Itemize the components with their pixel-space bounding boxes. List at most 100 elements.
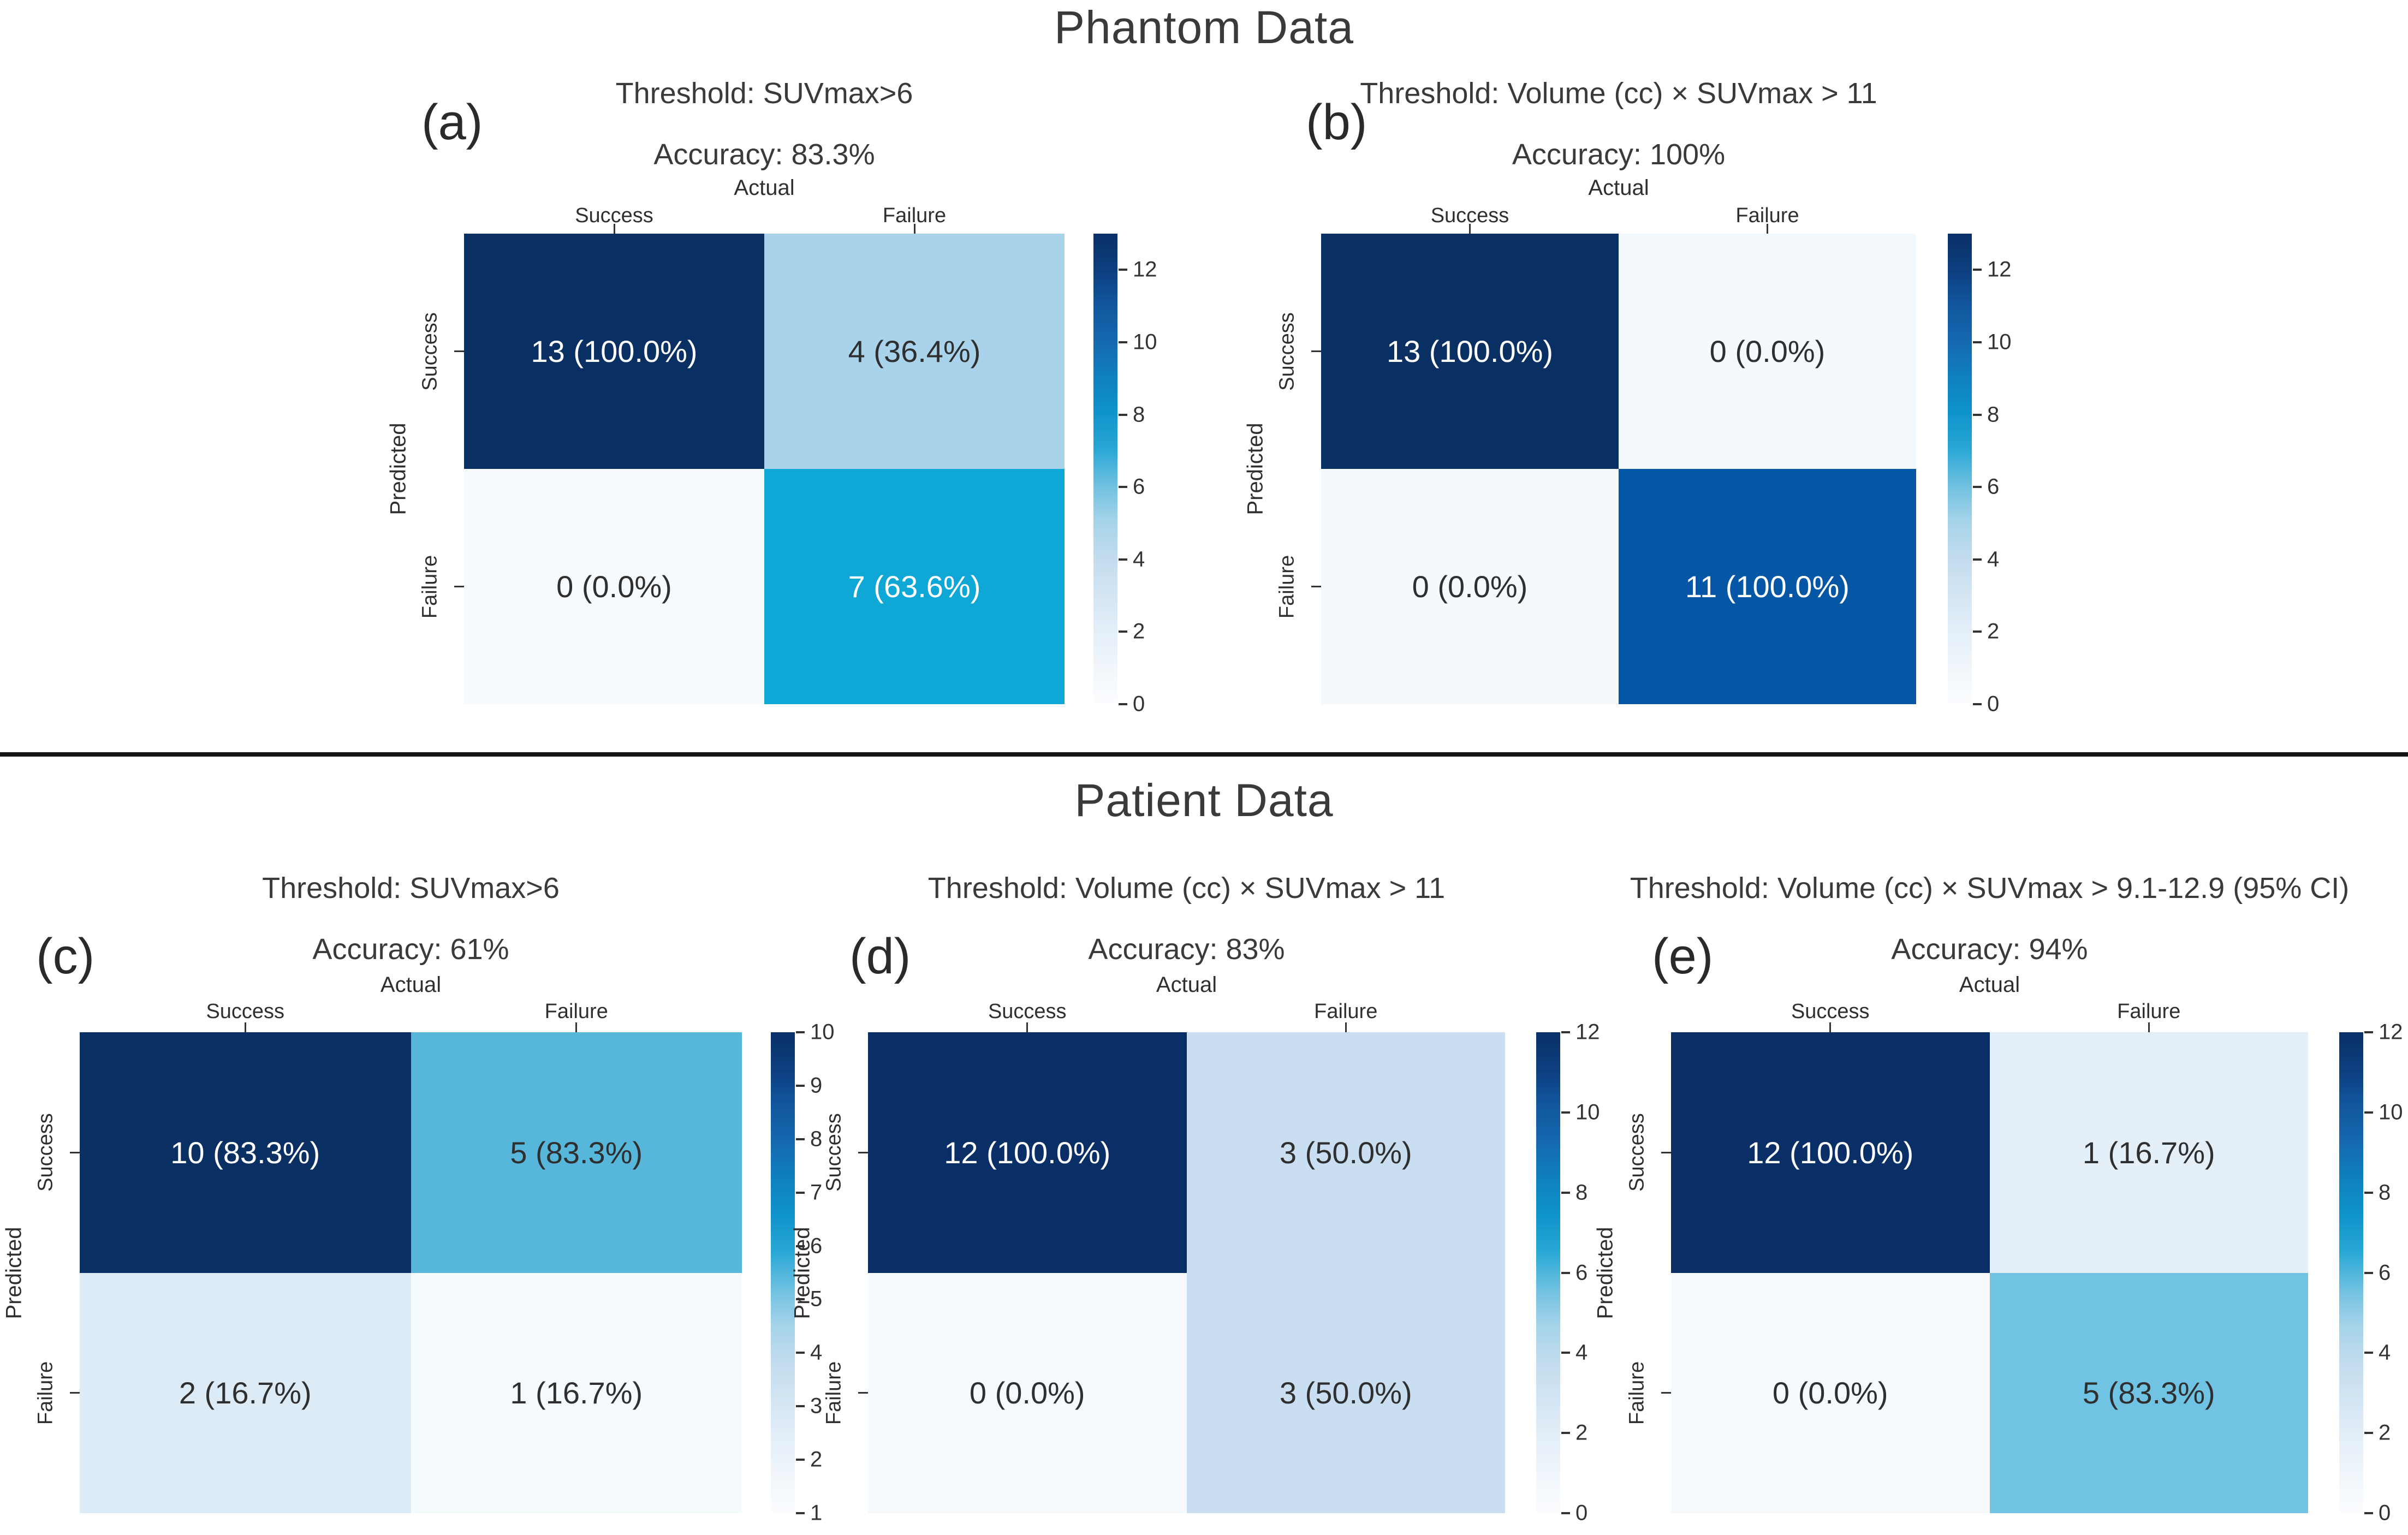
panel-c-colorbar-tick (796, 1459, 805, 1461)
panel-a-colorbar-tick-label: 0 (1133, 692, 1145, 716)
panel-c-confusion-matrix: 10 (83.3%) 5 (83.3%) 2 (16.7%) 1 (16.7%) (80, 1032, 742, 1513)
panel-c-colorbar-tick (796, 1031, 805, 1033)
panel-d-row-tick (858, 1151, 868, 1153)
panel-b-cell-r1c1: 11 (100.0%) (1619, 469, 1916, 704)
panel-e-col-label-failure: Failure (2117, 1000, 2181, 1023)
panel-c-colorbar-tick-label: 7 (810, 1180, 823, 1205)
panel-b-y-axis-label: Predicted (1243, 423, 1268, 515)
panel-a-accuracy: Accuracy: 83.3% (653, 138, 875, 171)
panel-e-colorbar-tick (2364, 1111, 2373, 1114)
panel-c-cell-r0c0: 10 (83.3%) (80, 1032, 411, 1273)
panel-a-confusion-matrix: 13 (100.0%) 4 (36.4%) 0 (0.0%) 7 (63.6%) (464, 234, 1065, 704)
panel-b-colorbar-tick-label: 10 (1987, 330, 2012, 354)
panel-d-threshold-title: Threshold: Volume (cc) × SUVmax > 11 (927, 872, 1446, 905)
panel-a-col-tick (913, 224, 915, 234)
panel-a-y-axis-label: Predicted (386, 423, 411, 515)
panel-a-cell-r1c1: 7 (63.6%) (764, 469, 1065, 704)
panel-c-colorbar-tick (796, 1138, 805, 1140)
panel-e-colorbar-tick-label: 6 (2379, 1260, 2391, 1284)
panel-d-row-label-success: Success (822, 1113, 846, 1192)
panel-a-colorbar-tick (1119, 703, 1127, 705)
panel-c-cell-value-r1c1: 1 (16.7%) (510, 1376, 643, 1411)
panel-a-col-tick (613, 224, 615, 234)
panel-b-colorbar-tick-label: 2 (1987, 619, 2000, 644)
panel-e-colorbar-tick (2364, 1432, 2373, 1435)
panel-c-row-label-failure: Failure (34, 1361, 57, 1425)
panel-e-colorbar-tick (2364, 1031, 2373, 1033)
panel-e-row-label-failure: Failure (1625, 1361, 1649, 1425)
panel-c-colorbar-tick-label: 4 (810, 1340, 823, 1365)
panel-a-cell-value-r1c0: 0 (0.0%) (556, 569, 672, 604)
panel-d-colorbar-tick-label: 2 (1575, 1420, 1588, 1445)
panel-a-colorbar-tick (1119, 630, 1127, 633)
panel-d-colorbar (1536, 1032, 1560, 1513)
panel-a-cell-value-r0c1: 4 (36.4%) (848, 334, 981, 368)
panel-c-colorbar-tick-label: 1 (810, 1501, 823, 1525)
panel-b-row-tick (1311, 586, 1321, 587)
panel-c-accuracy: Accuracy: 61% (312, 933, 509, 966)
panel-a-colorbar-tick (1119, 486, 1127, 489)
panel-c-colorbar-tick-label: 10 (810, 1020, 835, 1044)
panel-e-row-label-success: Success (1625, 1113, 1649, 1192)
panel-a-colorbar (1093, 234, 1117, 704)
panel-b-col-label-success: Success (1430, 204, 1509, 227)
panel-e-cell-value-r0c1: 1 (16.7%) (2082, 1135, 2215, 1170)
panel-d-colorbar-tick (1561, 1031, 1570, 1033)
panel-b-cell-value-r0c1: 0 (0.0%) (1709, 334, 1826, 368)
panel-c-colorbar-tick (796, 1405, 805, 1408)
panel-b-colorbar (1948, 234, 1972, 704)
panel-a-cell-r1c0: 0 (0.0%) (464, 469, 764, 704)
panel-d-colorbar-tick-label: 8 (1575, 1180, 1588, 1205)
panel-d-label: (d) (849, 929, 911, 984)
panel-d-cell-value-r1c0: 0 (0.0%) (969, 1376, 1085, 1411)
panel-c-col-tick (244, 1022, 246, 1032)
panel-a-row-label-failure: Failure (418, 555, 442, 618)
panel-d-accuracy: Accuracy: 83% (1088, 933, 1285, 966)
panel-c-cell-value-r0c0: 10 (83.3%) (170, 1135, 320, 1170)
panel-d-colorbar-tick (1561, 1191, 1570, 1194)
panel-b-colorbar-tick (1973, 558, 1982, 561)
panel-c-col-tick (575, 1022, 578, 1032)
panel-d-colorbar-tick-label: 4 (1575, 1340, 1588, 1365)
panel-e-threshold-title: Threshold: Volume (cc) × SUVmax > 9.1-12… (1630, 872, 2350, 905)
panel-a-threshold-title: Threshold: SUVmax>6 (615, 77, 913, 110)
panel-a-label: (a) (421, 94, 483, 150)
panel-e-cell-r1c1: 5 (83.3%) (1989, 1272, 2308, 1513)
panel-e-colorbar-tick-label: 12 (2379, 1020, 2403, 1044)
panel-b-accuracy: Accuracy: 100% (1512, 138, 1726, 171)
panel-e-x-axis-label: Actual (1959, 973, 2020, 997)
panel-e-y-axis-label: Predicted (1593, 1227, 1618, 1319)
panel-b-colorbar-tick-label: 12 (1987, 257, 2012, 282)
panel-d-cell-r1c0: 0 (0.0%) (868, 1272, 1187, 1513)
panel-b-colorbar-tick (1973, 703, 1982, 705)
panel-b-cell-value-r1c0: 0 (0.0%) (1412, 569, 1528, 604)
panel-c-colorbar-tick-label: 9 (810, 1073, 823, 1098)
panel-b-cell-r1c0: 0 (0.0%) (1321, 469, 1619, 704)
panel-a-col-label-failure: Failure (882, 204, 947, 227)
panel-d-colorbar-tick-label: 12 (1575, 1020, 1600, 1044)
panel-a-colorbar-tick-label: 2 (1133, 619, 1145, 644)
panel-e-cell-r0c0: 12 (100.0%) (1671, 1032, 1990, 1273)
panel-d-colorbar-tick-label: 6 (1575, 1260, 1588, 1284)
panel-a-cell-value-r0c0: 13 (100.0%) (531, 334, 698, 368)
panel-d-colorbar-tick (1561, 1432, 1570, 1435)
panel-c-col-label-success: Success (206, 1000, 285, 1023)
panel-a-cell-value-r1c1: 7 (63.6%) (848, 569, 981, 604)
panel-e-row-tick (1661, 1151, 1671, 1153)
panel-a-cell-r0c0: 13 (100.0%) (464, 234, 764, 469)
panel-d-cell-r0c0: 12 (100.0%) (868, 1032, 1187, 1273)
panel-a-cell-r0c1: 4 (36.4%) (764, 234, 1065, 469)
panel-e-col-tick (2148, 1022, 2150, 1032)
panel-e-colorbar-tick (2364, 1271, 2373, 1274)
panel-c-colorbar-tick-label: 2 (810, 1447, 823, 1472)
section-divider (0, 752, 2408, 757)
panel-e-confusion-matrix: 12 (100.0%) 1 (16.7%) 0 (0.0%) 5 (83.3%) (1671, 1032, 2308, 1513)
panel-d-colorbar-tick-label: 10 (1575, 1100, 1600, 1125)
panel-b-colorbar-tick-label: 8 (1987, 402, 2000, 427)
panel-a-colorbar-tick-label: 4 (1133, 547, 1145, 572)
panel-d-x-axis-label: Actual (1156, 973, 1217, 997)
panel-c-row-tick (70, 1392, 80, 1394)
panel-e-colorbar-tick-label: 0 (2379, 1501, 2391, 1525)
panel-b-threshold-title: Threshold: Volume (cc) × SUVmax > 11 (1360, 77, 1877, 110)
